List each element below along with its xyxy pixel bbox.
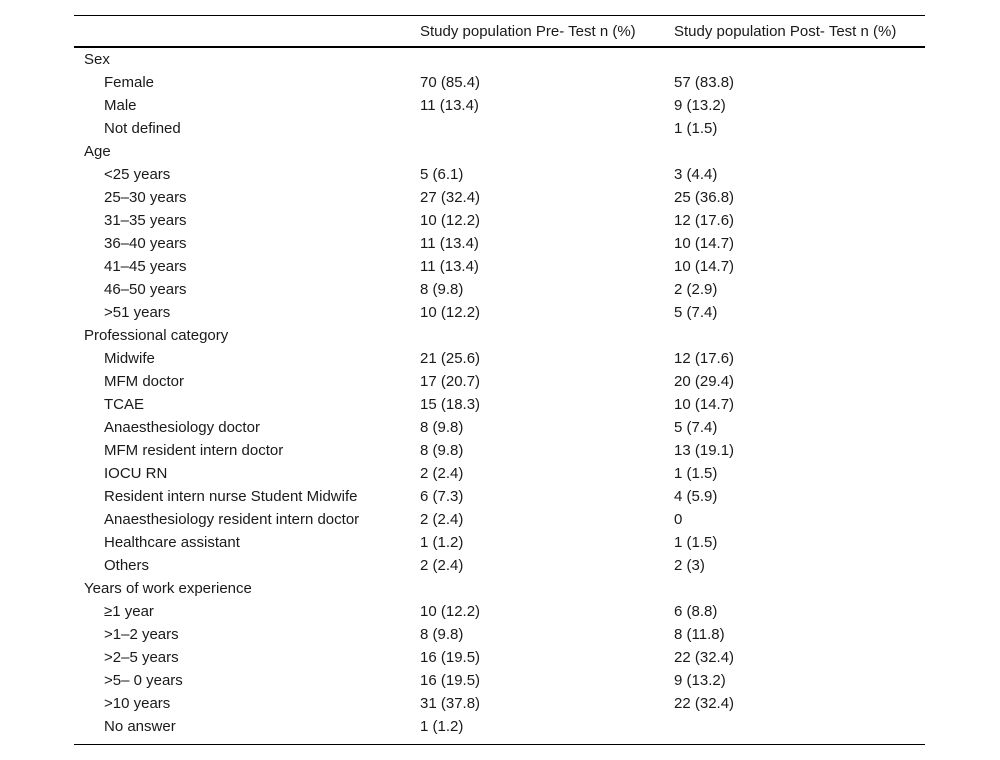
cell-value: 1 (1.2): [420, 718, 464, 735]
cell-value: 12 (17.6): [674, 350, 735, 367]
cell-value: 6 (8.8): [674, 603, 718, 620]
column-header: Study population Pre- Test n (%): [420, 23, 636, 40]
column-header: Study population Post- Test n (%): [674, 23, 897, 40]
row-label: 36–40 years: [104, 235, 187, 252]
row-label: Healthcare assistant: [104, 534, 240, 551]
cell-value: 10 (12.2): [420, 304, 481, 321]
cell-value: 22 (32.4): [674, 695, 735, 712]
cell-value: 20 (29.4): [674, 373, 735, 390]
cell-value: 2 (2.4): [420, 511, 464, 528]
cell-value: 17 (20.7): [420, 373, 481, 390]
cell-value: 16 (19.5): [420, 649, 481, 666]
row-label: 41–45 years: [104, 258, 187, 275]
row-label: Others: [104, 557, 150, 574]
cell-value: 3 (4.4): [674, 166, 718, 183]
cell-value: 1 (1.5): [674, 465, 718, 482]
cell-value: 5 (7.4): [674, 304, 718, 321]
row-label: TCAE: [104, 396, 145, 413]
section-title: Years of work experience: [84, 580, 252, 597]
cell-value: 13 (19.1): [674, 442, 735, 459]
cell-value: 21 (25.6): [420, 350, 481, 367]
row-label: MFM resident intern doctor: [104, 442, 284, 459]
row-label: Anaesthesiology doctor: [104, 419, 260, 436]
top-rule: [74, 15, 925, 16]
cell-value: 6 (7.3): [420, 488, 464, 505]
row-label: Male: [104, 97, 137, 114]
cell-value: 15 (18.3): [420, 396, 481, 413]
cell-value: 1 (1.5): [674, 534, 718, 551]
cell-value: 0: [674, 511, 683, 528]
cell-value: 1 (1.2): [420, 534, 464, 551]
row-label: ≥1 year: [104, 603, 154, 620]
cell-value: 11 (13.4): [420, 97, 479, 114]
row-label: <25 years: [104, 166, 171, 183]
header-rule: [74, 46, 925, 48]
row-label: >2–5 years: [104, 649, 179, 666]
cell-value: 1 (1.5): [674, 120, 718, 137]
cell-value: 8 (11.8): [674, 626, 725, 643]
row-label: MFM doctor: [104, 373, 185, 390]
cell-value: 31 (37.8): [420, 695, 481, 712]
cell-value: 70 (85.4): [420, 74, 481, 91]
cell-value: 12 (17.6): [674, 212, 735, 229]
cell-value: 2 (2.4): [420, 465, 464, 482]
row-label: >1–2 years: [104, 626, 179, 643]
row-label: Anaesthesiology resident intern doctor: [104, 511, 360, 528]
cell-value: 5 (7.4): [674, 419, 718, 436]
row-label: 31–35 years: [104, 212, 187, 229]
section-title: Sex: [84, 51, 110, 68]
row-label: IOCU RN: [104, 465, 168, 482]
cell-value: 10 (12.2): [420, 603, 481, 620]
cell-value: 16 (19.5): [420, 672, 481, 689]
cell-value: 10 (12.2): [420, 212, 481, 229]
row-label: Midwife: [104, 350, 155, 367]
row-label: Resident intern nurse Student Midwife: [104, 488, 358, 505]
cell-value: 2 (2.4): [420, 557, 464, 574]
cell-value: 11 (13.4): [420, 258, 479, 275]
cell-value: 9 (13.2): [674, 672, 726, 689]
cell-value: 4 (5.9): [674, 488, 718, 505]
cell-value: 8 (9.8): [420, 419, 464, 436]
cell-value: 22 (32.4): [674, 649, 735, 666]
cell-value: 2 (3): [674, 557, 705, 574]
cell-value: 57 (83.8): [674, 74, 735, 91]
cell-value: 10 (14.7): [674, 235, 735, 252]
row-label: No answer: [104, 718, 176, 735]
cell-value: 11 (13.4): [420, 235, 479, 252]
bottom-rule: [74, 744, 925, 745]
section-title: Professional category: [84, 327, 229, 344]
cell-value: 25 (36.8): [674, 189, 735, 206]
cell-value: 10 (14.7): [674, 396, 735, 413]
cell-value: 8 (9.8): [420, 442, 464, 459]
cell-value: 8 (9.8): [420, 281, 464, 298]
row-label: 46–50 years: [104, 281, 187, 298]
cell-value: 9 (13.2): [674, 97, 726, 114]
cell-value: 2 (2.9): [674, 281, 718, 298]
row-label: Female: [104, 74, 155, 91]
row-label: >5– 0 years: [104, 672, 183, 689]
section-title: Age: [84, 143, 111, 160]
cell-value: 10 (14.7): [674, 258, 735, 275]
row-label: 25–30 years: [104, 189, 187, 206]
cell-value: 5 (6.1): [420, 166, 464, 183]
cell-value: 27 (32.4): [420, 189, 481, 206]
cell-value: 8 (9.8): [420, 626, 464, 643]
row-label: Not defined: [104, 120, 181, 137]
row-label: >10 years: [104, 695, 171, 712]
row-label: >51 years: [104, 304, 171, 321]
